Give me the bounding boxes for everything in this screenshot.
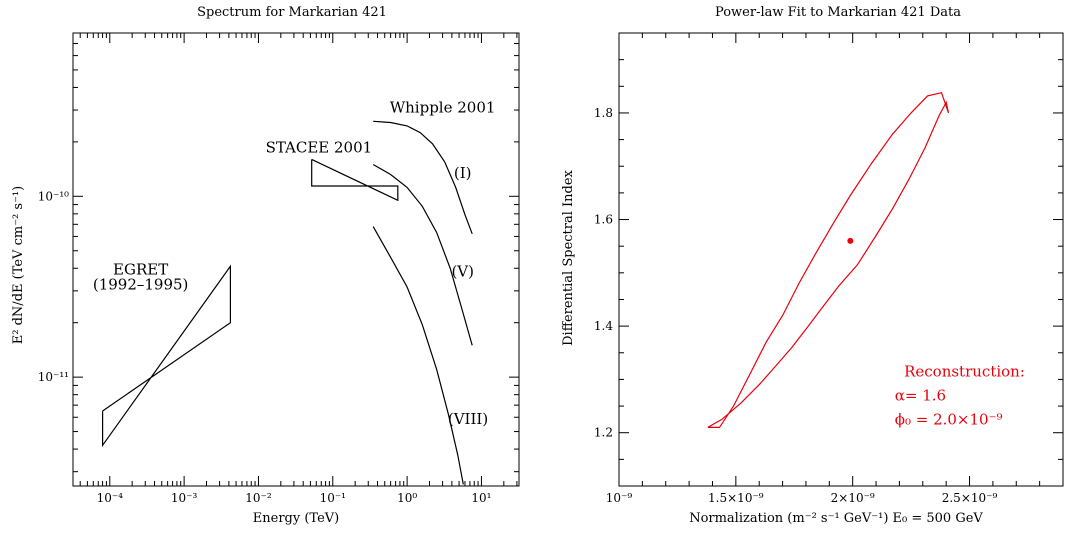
fit-y-axis-label: Differential Spectral Index [561, 169, 576, 345]
annotation: Whipple 2001 [390, 99, 496, 117]
y-tick-label: 1.4 [594, 319, 613, 333]
x-tick-label: 10⁰ [397, 491, 417, 505]
spectrum-plot-frame [72, 32, 520, 487]
spectrum-chart-title: Spectrum for Markarian 421 [197, 5, 387, 20]
fit-contour-group [707, 91, 950, 428]
spectrum-shapes [101, 158, 399, 448]
reconstruction-annotation: α= 1.6 [895, 387, 946, 405]
annotation: (VIII) [448, 410, 488, 428]
y-tick-label: 1.2 [594, 426, 613, 440]
spectrum-series [372, 120, 473, 485]
x-tick-label: 10⁻² [245, 491, 272, 505]
stacee-bowtie [311, 158, 399, 202]
series-line [372, 163, 473, 346]
fit-tick-labels: 10⁻⁹ 1.5×10⁻⁹ 2×10⁻⁹ 2.5×10⁻⁹ 1.2 1.4 1.6 1.8 [594, 106, 998, 505]
x-tick-label: 2.5×10⁻⁹ [942, 491, 998, 505]
y-tick-label: 1.8 [594, 106, 613, 120]
annotation: EGRET [113, 260, 168, 278]
y-tick-label: 10⁻¹¹ [38, 370, 69, 384]
reconstruction-annotation: Reconstruction: [904, 363, 1025, 381]
fit-plot-frame [618, 32, 1064, 487]
spectrum-chart: Spectrum for Markarian 421 10⁻⁴ 10⁻³ 10⁻² 1… [11, 5, 520, 526]
fit-x-axis-label: Normalization (m⁻² s⁻¹ GeV⁻¹) E₀ = 500 G… [689, 511, 983, 526]
x-tick-label: 2×10⁻⁹ [831, 491, 875, 505]
series-line [372, 226, 464, 485]
annotation: (1992–1995) [93, 276, 189, 294]
annotation: STACEE 2001 [266, 138, 373, 156]
spectrum-x-axis-label: Energy (TeV) [253, 511, 339, 526]
spectrum-y-axis-label: E² dN/dE (TeV cm⁻² s⁻¹) [11, 186, 26, 344]
y-tick-label: 1.6 [594, 213, 613, 227]
fit-chart-title: Power-law Fit to Markarian 421 Data [715, 5, 961, 20]
annotation: (I) [454, 164, 472, 182]
x-tick-label: 10⁻⁹ [606, 491, 633, 505]
fit-annotations: Reconstruction: α= 1.6 ϕ₀ = 2.0×10⁻⁹ [895, 363, 1025, 429]
fit-axis-ticks [618, 32, 1064, 487]
x-tick-label: 10¹ [471, 491, 491, 505]
reconstruction-annotation: ϕ₀ = 2.0×10⁻⁹ [895, 411, 1003, 429]
x-tick-label: 10⁻⁴ [97, 491, 124, 505]
x-tick-label: 10⁻¹ [320, 491, 346, 505]
confidence-contour [707, 91, 950, 428]
y-tick-label: 10⁻¹⁰ [38, 189, 69, 203]
series-line [373, 120, 473, 235]
x-tick-label: 10⁻³ [171, 491, 198, 505]
spectrum-axis-ticks [73, 32, 519, 486]
egret-bowtie [101, 264, 231, 448]
annotation: (V) [451, 263, 474, 281]
best-fit-point [847, 237, 854, 244]
spectrum-tick-labels: 10⁻⁴ 10⁻³ 10⁻² 10⁻¹ 10⁰ 10¹ 10⁻¹¹ 10⁻¹⁰ [38, 189, 492, 505]
fit-chart: Power-law Fit to Markarian 421 Data 10⁻⁹… [561, 5, 1064, 526]
spectrum-annotations: Whipple 2001 STACEE 2001 EGRET(1992–1995) (… [93, 99, 496, 428]
x-tick-label: 1.5×10⁻⁹ [708, 491, 764, 505]
